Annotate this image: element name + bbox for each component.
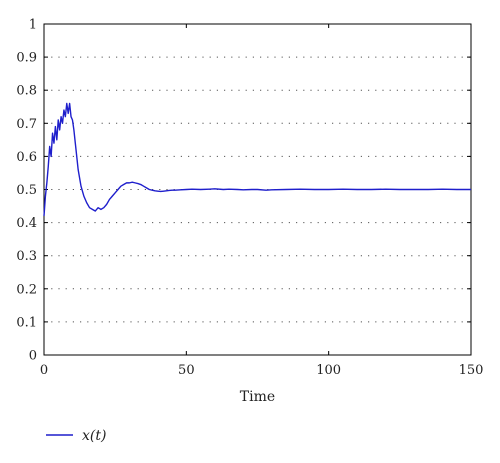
y-tick-label: 0.1: [16, 315, 37, 330]
y-tick-label: 0.7: [16, 117, 37, 132]
legend-label: x(t): [82, 428, 106, 444]
y-tick-label: 0.2: [16, 282, 37, 297]
x-tick-label: 0: [40, 363, 48, 378]
legend: x(t): [46, 428, 106, 444]
y-tick-label: 0.9: [16, 51, 37, 66]
tick-labels: 0 0.1 0.2 0.3 0.4 0.5 0.6 0.7 0.8 0.9 1 0 50 100 150: [16, 18, 483, 379]
x-tick-label: 150: [459, 363, 484, 378]
y-tick-label: 0: [29, 349, 37, 364]
series-group: [43, 102, 471, 217]
y-tick-label: 0.3: [16, 249, 37, 264]
x-tick-label: 50: [178, 363, 195, 378]
y-tick-label: 1: [29, 18, 37, 33]
y-tick-label: 0.6: [16, 150, 37, 165]
y-tick-label: 0.8: [16, 84, 37, 99]
x-axis-label: Time: [240, 389, 275, 405]
y-tick-label: 0.4: [16, 216, 37, 231]
y-tick-label: 0.5: [16, 183, 37, 198]
x-tick-label: 100: [316, 363, 341, 378]
series-line: [43, 102, 471, 217]
